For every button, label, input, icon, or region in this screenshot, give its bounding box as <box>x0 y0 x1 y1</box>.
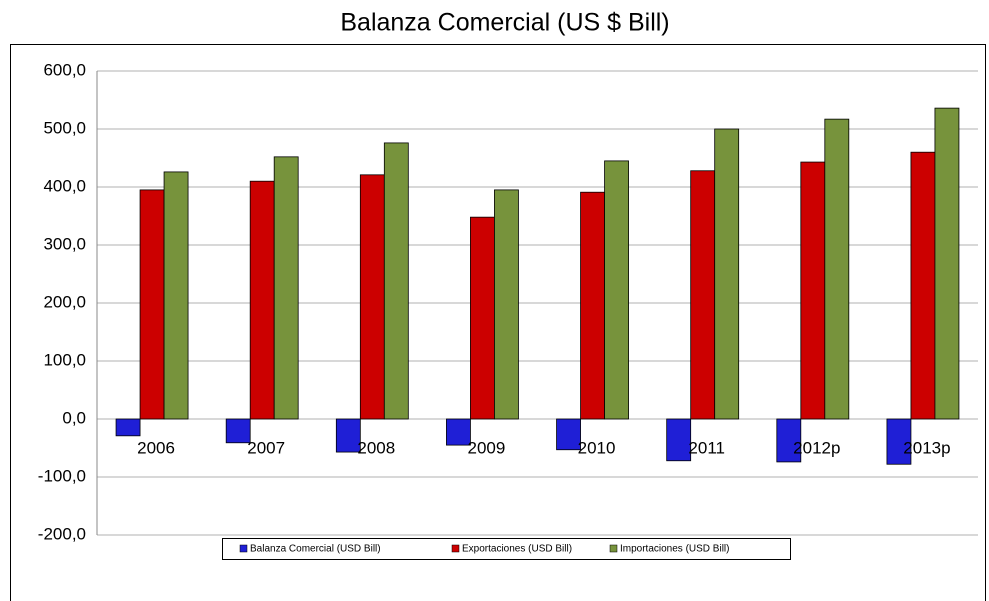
bar <box>470 216 495 420</box>
bar <box>139 189 165 420</box>
bar <box>934 107 960 420</box>
y-tick-label: 500,0 <box>43 118 86 137</box>
y-tick-label: 400,0 <box>43 176 86 195</box>
bar <box>714 128 740 420</box>
bar <box>690 170 716 420</box>
bar <box>273 156 299 420</box>
x-tick-label: 2009 <box>468 438 506 457</box>
bar <box>886 418 912 465</box>
legend-box <box>222 538 791 560</box>
chart-frame <box>10 44 986 601</box>
chart-title: Balanza Comercial (US $ Bill) <box>340 9 669 37</box>
y-tick-label: 600,0 <box>43 60 86 79</box>
bar <box>446 418 471 446</box>
bar <box>494 189 519 420</box>
x-tick-label: 2010 <box>578 438 616 457</box>
bar <box>556 418 581 451</box>
legend-label: Exportaciones (USD Bill) <box>462 544 572 555</box>
bar <box>604 160 629 420</box>
bar <box>249 180 275 420</box>
legend-swatch <box>451 544 460 553</box>
x-tick-label: 2013p <box>903 438 950 457</box>
y-tick-label: 200,0 <box>43 292 86 311</box>
bar <box>383 142 409 420</box>
bar <box>163 171 189 420</box>
bar <box>776 418 802 463</box>
legend-label: Importaciones (USD Bill) <box>620 544 729 555</box>
y-tick-label: 300,0 <box>43 234 86 253</box>
bar <box>359 174 385 420</box>
x-tick-label: 2011 <box>688 438 725 457</box>
bar <box>335 418 361 453</box>
bar <box>824 118 850 420</box>
x-tick-label: 2006 <box>137 438 175 457</box>
bar <box>910 151 936 420</box>
x-tick-label: 2012p <box>793 438 840 457</box>
legend-swatch <box>239 544 248 553</box>
bar <box>580 191 605 420</box>
bar <box>800 161 826 420</box>
y-tick-label: 0,0 <box>62 408 86 427</box>
y-tick-label: -200,0 <box>38 524 86 543</box>
x-tick-label: 2007 <box>247 438 285 457</box>
x-tick-label: 2008 <box>357 438 395 457</box>
bar <box>225 418 251 444</box>
bar <box>666 418 692 462</box>
y-tick-label: 100,0 <box>43 350 86 369</box>
legend-swatch <box>609 544 618 553</box>
legend-label: Balanza Comercial (USD Bill) <box>250 544 381 555</box>
y-tick-label: -100,0 <box>38 466 86 485</box>
bar <box>115 418 141 437</box>
